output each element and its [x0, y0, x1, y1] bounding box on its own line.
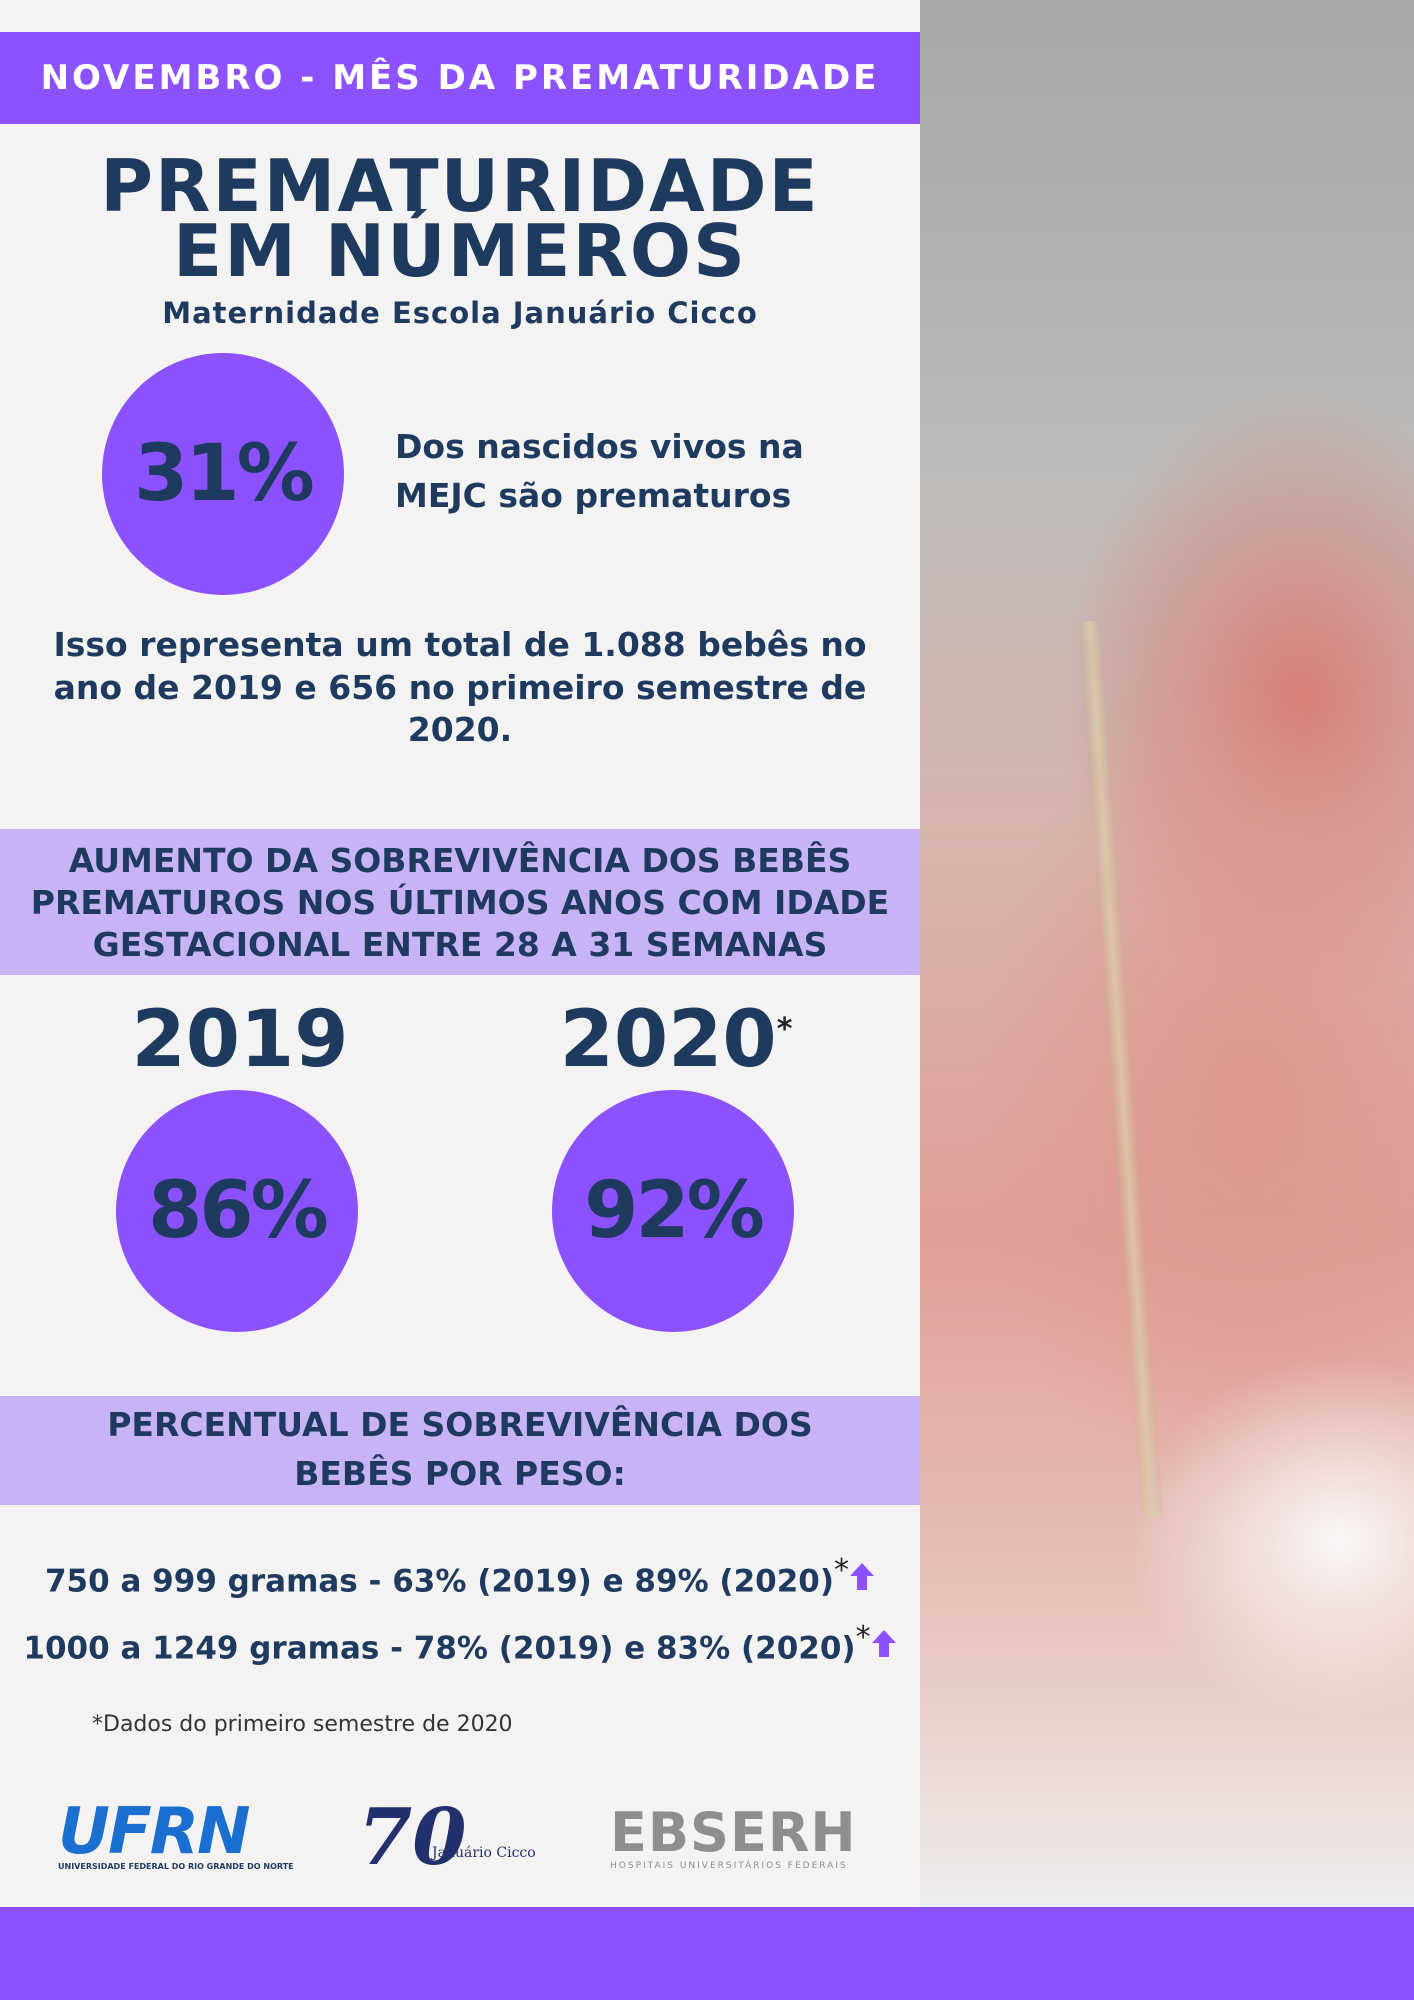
asterisk: *: [776, 1012, 793, 1047]
mejc-logo: 70 Januário Cicco: [358, 1795, 538, 1885]
logo-text: EBSERH: [610, 1801, 857, 1864]
logo-text: 70: [358, 1792, 467, 1883]
stat-circle: 31%: [102, 353, 344, 595]
asterisk: *: [834, 1553, 850, 1588]
section-heading: PERCENTUAL DE SOBREVIVÊNCIA DOS: [107, 1405, 813, 1444]
year-text: 2020: [559, 995, 777, 1085]
item-text: 1000 a 1249 gramas - 78% (2019) e 83% (2…: [23, 1630, 856, 1667]
year-label: 2020*: [526, 995, 826, 1085]
section-band: [0, 1396, 920, 1505]
section-heading: GESTACIONAL ENTRE 28 A 31 SEMANAS: [92, 925, 828, 964]
ebserh-logo: EBSERH HOSPITAIS UNIVERSITÁRIOS FEDERAIS: [610, 1801, 880, 1872]
section-heading: AUMENTO DA SOBREVIVÊNCIA DOS BEBÊS: [68, 841, 852, 880]
footnote: *Dados do primeiro semestre de 2020: [92, 1712, 513, 1737]
stat-circle: 86%: [116, 1090, 358, 1332]
summary-line: ano de 2019 e 656 no primeiro semestre d…: [53, 668, 867, 707]
ufrn-logo: UFRN UNIVERSIDADE FEDERAL DO RIO GRANDE …: [58, 1795, 298, 1871]
section-heading: BEBÊS POR PESO:: [294, 1454, 626, 1493]
up-arrow: [850, 1563, 875, 1591]
logo-caption: UNIVERSIDADE FEDERAL DO RIO GRANDE DO NO…: [58, 1862, 294, 1871]
baby-photo: [920, 0, 1414, 1907]
banner: NOVEMBRO - MÊS DA PREMATURIDADE: [0, 32, 920, 124]
section-heading: PREMATUROS NOS ÚLTIMOS ANOS COM IDADE: [30, 883, 890, 922]
summary-line: Isso representa um total de 1.088 bebês …: [53, 625, 867, 664]
title-line: PREMATURIDADE: [100, 144, 820, 228]
stat-text: Dos nascidos vivos na: [395, 427, 804, 466]
title-line: EM NÚMEROS: [173, 209, 747, 293]
year-label: 2019: [131, 995, 349, 1085]
asterisk: *: [855, 1620, 871, 1655]
subtitle: Maternidade Escola Januário Cicco: [162, 296, 758, 330]
stat-text: MEJC são prematuros: [395, 476, 792, 515]
bottom-bar: [0, 1907, 1414, 2000]
stat-circle: 92%: [552, 1090, 794, 1332]
up-arrow: [871, 1630, 896, 1658]
section-band: [0, 829, 920, 975]
logo-text: UFRN: [58, 1795, 251, 1869]
logo-caption: HOSPITAIS UNIVERSITÁRIOS FEDERAIS: [610, 1861, 848, 1871]
weight-item: 750 a 999 gramas - 63% (2019) e 89% (202…: [0, 1551, 920, 1601]
logo-caption: Januário Cicco: [432, 1845, 536, 1861]
weight-item: 1000 a 1249 gramas - 78% (2019) e 83% (2…: [0, 1618, 920, 1668]
item-text: 750 a 999 gramas - 63% (2019) e 89% (202…: [44, 1563, 835, 1600]
summary-line: 2020.: [407, 710, 513, 749]
